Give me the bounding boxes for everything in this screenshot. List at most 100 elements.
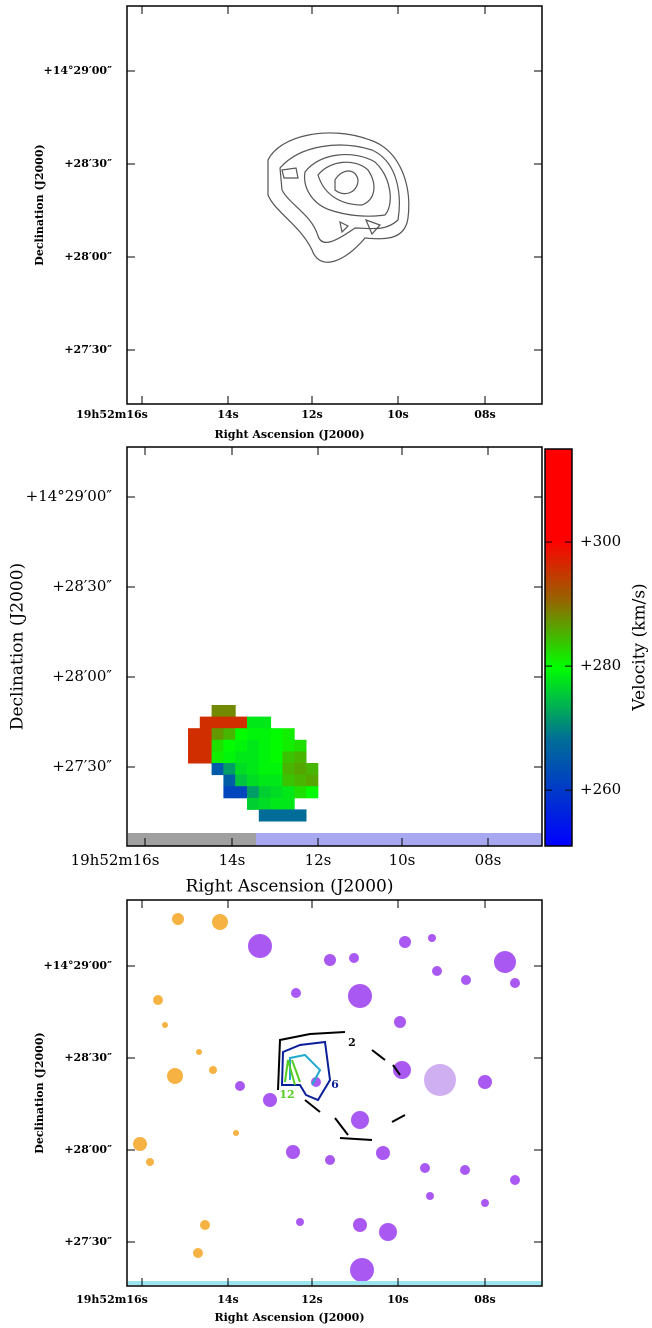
colorbar-tick-label: +280 (580, 656, 621, 674)
pixel (306, 763, 319, 776)
pixel (270, 728, 283, 741)
pixel (223, 728, 236, 741)
pixel (282, 786, 295, 799)
y-tick-label: +27′30″ (64, 343, 112, 356)
contour-label: 6 (331, 1078, 339, 1091)
image: 2 6 12 (128, 913, 541, 1285)
x-tick-label: 10s (389, 851, 416, 869)
contour-label: 2 (348, 1036, 356, 1049)
x-tick-label: 19h52m16s (76, 408, 148, 421)
source (424, 1064, 456, 1096)
y-tick-label: +28′00″ (64, 250, 112, 263)
x-tick-label: 12s (301, 1293, 323, 1306)
pixel (235, 716, 248, 729)
source (376, 1146, 390, 1160)
pixel (294, 763, 307, 776)
pixel (247, 728, 260, 741)
source (399, 936, 411, 948)
source (510, 1175, 520, 1185)
x-tick-label: 10s (387, 1293, 409, 1306)
pixel (235, 739, 248, 752)
pixel (199, 751, 213, 764)
pixel (223, 739, 236, 752)
x-tick-label: 19h52m16s (71, 851, 160, 869)
source (432, 966, 442, 976)
pixel (235, 728, 248, 741)
x-axis-label: Right Ascension (J2000) (214, 1311, 364, 1324)
pixel (223, 774, 236, 787)
plot-frame (126, 446, 543, 847)
strip (128, 833, 256, 846)
source (494, 951, 516, 973)
source (348, 984, 372, 1008)
overlay-contours (277, 1031, 406, 1141)
x-tick-label: 08s (474, 1293, 496, 1306)
axes: 19h52m16s 14s 12s 10s 08s +14°29′00″ +28′30″ +2… (8, 5, 650, 1324)
pixel (306, 774, 319, 787)
pixel (188, 751, 201, 764)
x-axis-label: Right Ascension (J2000) (214, 428, 364, 441)
pixel (282, 739, 295, 752)
x-tick-label: 14s (217, 408, 239, 421)
source (235, 1081, 245, 1091)
source (353, 1218, 367, 1232)
x-axis-label: Right Ascension (J2000) (186, 877, 394, 897)
pixel (306, 786, 319, 799)
pixel (247, 763, 260, 776)
pixel (270, 739, 283, 752)
pixel (258, 786, 272, 799)
y-tick-label: +27′30″ (52, 757, 112, 775)
source (481, 1199, 489, 1207)
pixel (247, 786, 260, 799)
y-tick-label: +28′00″ (64, 1143, 112, 1156)
pixel (211, 716, 224, 729)
x-tick-label: 10s (387, 408, 409, 421)
y-tick-label: +27′30″ (64, 1235, 112, 1248)
pixel (258, 809, 272, 822)
y-tick-label: +28′30″ (52, 577, 112, 595)
x-tick-label: 19h52m16s (76, 1293, 148, 1306)
contour (280, 1040, 332, 1102)
source (200, 1220, 210, 1230)
source (510, 978, 520, 988)
pixel (258, 716, 272, 729)
pixel (270, 797, 283, 810)
source (324, 954, 336, 966)
source (172, 913, 184, 925)
x-tick-label: 12s (301, 408, 323, 421)
contour (339, 220, 350, 234)
source (209, 1066, 217, 1074)
pixel (294, 751, 307, 764)
source (233, 1130, 239, 1136)
source (460, 1165, 470, 1175)
pixel (258, 728, 272, 741)
plot-frame (126, 5, 543, 405)
source (167, 1068, 183, 1084)
y-tick-label: +28′30″ (64, 157, 112, 170)
pixel (247, 774, 260, 787)
pixel (270, 751, 283, 764)
colorbar-label: Velocity (km/s) (630, 583, 650, 711)
pixel (294, 739, 307, 752)
source (379, 1223, 397, 1241)
contour (334, 170, 359, 195)
source (296, 1218, 304, 1226)
pixel (294, 786, 307, 799)
pixel (282, 751, 295, 764)
source (133, 1137, 147, 1151)
source (193, 1248, 203, 1258)
pixel (270, 809, 283, 822)
pixel (235, 751, 248, 764)
contour (317, 161, 375, 206)
velocity-map (188, 705, 319, 822)
y-axis-label: Declination (J2000) (8, 563, 28, 730)
pixel (282, 774, 295, 787)
x-tick-label: 14s (217, 1293, 239, 1306)
y-tick-label: +28′30″ (64, 1051, 112, 1064)
pixel (188, 728, 201, 741)
pixel (258, 774, 272, 787)
y-axis-label: Declination (J2000) (33, 1032, 46, 1153)
pixel (223, 705, 236, 718)
pixel (223, 786, 236, 799)
